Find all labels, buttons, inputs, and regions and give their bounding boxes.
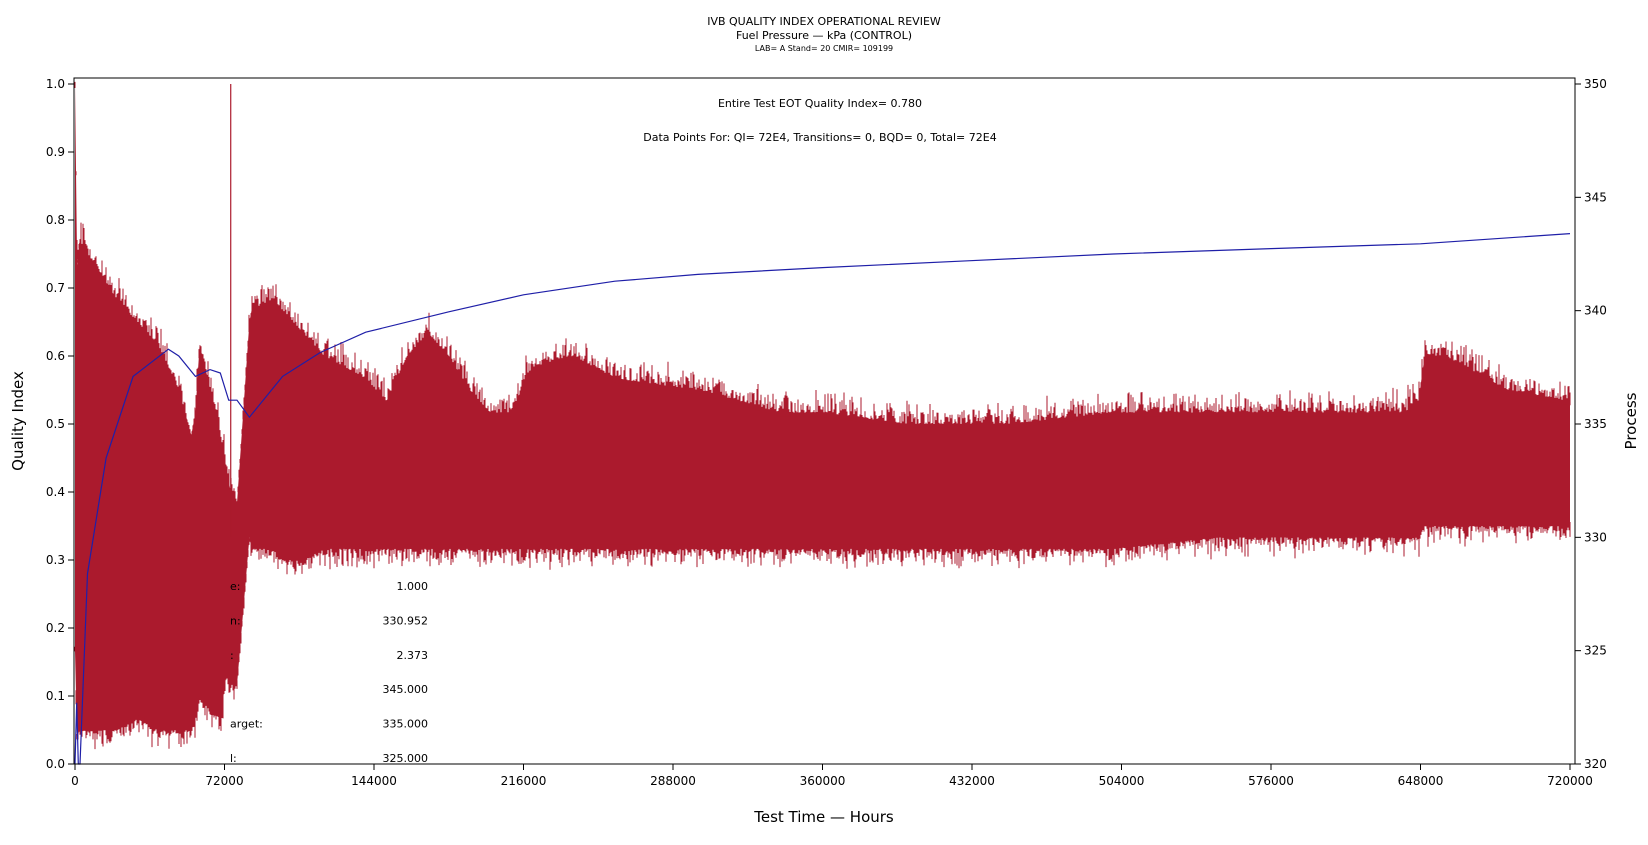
y-axis-label: Quality Index — [9, 371, 27, 471]
stat-value: 325.000 — [383, 752, 429, 765]
y-tick-label: 0.1 — [46, 689, 65, 703]
stat-value: 330.952 — [383, 614, 429, 627]
data-points-annotation: Data Points For: QI= 72E4, Transitions= … — [643, 131, 996, 144]
axis-ticks: 0 72000 144000 216000 288000 360000 432000 5040… — [46, 77, 1607, 788]
quality-index-line — [74, 233, 1571, 765]
stat-label: l: — [230, 752, 237, 765]
y-tick-label: 0.9 — [46, 145, 65, 159]
y2-tick-label: 335 — [1584, 417, 1607, 431]
y2-tick-label: 345 — [1584, 190, 1607, 204]
stat-value: 345.000 — [383, 683, 429, 696]
stat-label: n: — [230, 614, 241, 627]
x-tick-label: 288000 — [650, 774, 696, 788]
x-tick-label: 720000 — [1547, 774, 1593, 788]
y-tick-label: 0.6 — [46, 349, 65, 363]
y-tick-label: 0.8 — [46, 213, 65, 227]
stat-value: 335.000 — [383, 718, 429, 731]
y2-axis-label: Process — [1622, 392, 1640, 449]
data-layer — [74, 81, 1571, 765]
y-tick-label: 0.3 — [46, 553, 65, 567]
x-tick-label: 504000 — [1099, 774, 1145, 788]
process-noise-top — [74, 81, 1571, 507]
process-band — [75, 84, 1570, 742]
y-tick-label: 0.2 — [46, 621, 65, 635]
y2-tick-label: 350 — [1584, 77, 1607, 91]
chart-title: IVB QUALITY INDEX OPERATIONAL REVIEW — [707, 15, 941, 28]
chart-details: LAB= A Stand= 20 CMIR= 109199 — [755, 44, 893, 53]
stat-value: 2.373 — [397, 649, 429, 662]
process-noise-bottom — [74, 522, 1571, 750]
x-tick-label: 0 — [71, 774, 79, 788]
y-tick-label: 0.0 — [46, 757, 65, 771]
x-axis-label: Test Time — Hours — [753, 808, 894, 826]
stat-label: arget: — [230, 718, 263, 731]
process-series — [74, 81, 1571, 750]
x-tick-label: 216000 — [501, 774, 547, 788]
y-tick-label: 0.7 — [46, 281, 65, 295]
eot-quality-index-annotation: Entire Test EOT Quality Index= 0.780 — [718, 97, 922, 110]
y2-tick-label: 325 — [1584, 644, 1607, 658]
y2-tick-label: 320 — [1584, 757, 1607, 771]
y-tick-label: 1.0 — [46, 77, 65, 91]
stat-value: 1.000 — [397, 580, 429, 593]
x-tick-label: 648000 — [1398, 774, 1444, 788]
x-tick-label: 360000 — [800, 774, 846, 788]
y2-tick-label: 340 — [1584, 304, 1607, 318]
y-tick-label: 0.5 — [46, 417, 65, 431]
x-tick-label: 432000 — [949, 774, 995, 788]
x-tick-label: 576000 — [1248, 774, 1294, 788]
x-tick-label: 72000 — [205, 774, 243, 788]
stat-label: : — [230, 649, 234, 662]
stats-panel: e: 1.000 n: 330.952: 2.373 345.000 arget: 335.0… — [230, 580, 428, 765]
y-tick-label: 0.4 — [46, 485, 65, 499]
plot-frame — [73, 77, 1576, 765]
y2-tick-label: 330 — [1584, 530, 1607, 544]
x-tick-label: 144000 — [351, 774, 397, 788]
stat-label: e: — [230, 580, 240, 593]
chart-subtitle: Fuel Pressure — kPa (CONTROL) — [736, 29, 912, 42]
